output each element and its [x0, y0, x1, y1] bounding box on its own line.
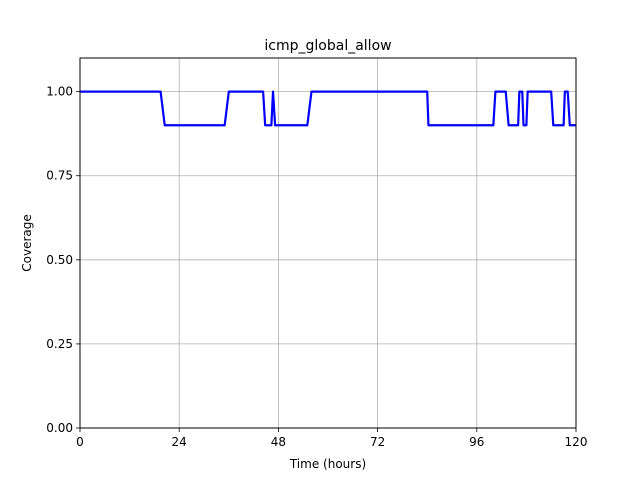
x-tick-label: 0: [76, 435, 84, 449]
plot-frame: [79, 57, 577, 429]
x-tick-label: 24: [172, 435, 187, 449]
x-axis-label: Time (hours): [289, 457, 366, 471]
x-tick-label: 48: [271, 435, 286, 449]
series-line-0: [80, 90, 576, 127]
y-tick-label: 1.00: [46, 85, 73, 99]
series-layer: [80, 90, 576, 127]
x-tick-label: 96: [469, 435, 484, 449]
y-axis-label: Coverage: [20, 214, 34, 272]
x-tick-label: 120: [565, 435, 588, 449]
y-tick-label: 0.00: [46, 421, 73, 435]
y-axis-ticks: 0.00 0.25 0.50 0.75 1.00: [46, 85, 80, 435]
y-tick-label: 0.75: [46, 169, 73, 183]
x-axis-ticks: 0 24 48 72 96 120: [76, 428, 587, 449]
y-tick-label: 0.50: [46, 253, 73, 267]
y-tick-label: 0.25: [46, 337, 73, 351]
chart-title: icmp_global_allow: [264, 38, 391, 54]
x-tick-label: 72: [370, 435, 385, 449]
